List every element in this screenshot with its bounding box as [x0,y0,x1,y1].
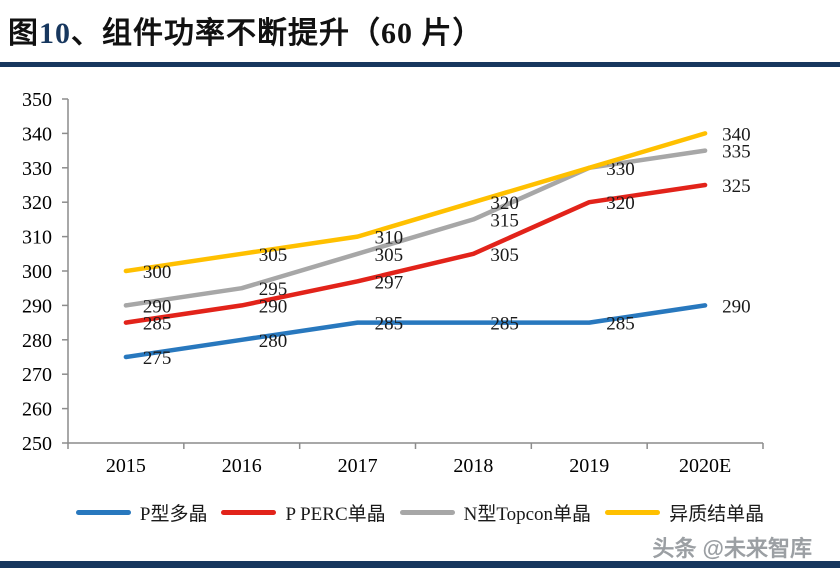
chart-legend: P型多晶 P PERC单晶 N型Topcon单晶 异质结单晶 [0,499,840,526]
data-label: 285 [490,314,518,335]
data-label: 305 [259,245,288,266]
y-axis-tick-label: 310 [22,227,52,249]
data-label: 290 [259,296,288,317]
data-label: 325 [722,176,751,197]
y-axis-tick-label: 320 [22,192,52,214]
y-axis-tick-label: 340 [22,123,52,145]
y-axis-tick-label: 260 [22,399,52,421]
legend-item: 异质结单晶 [605,499,764,526]
y-axis-tick-label: 350 [22,89,52,111]
series-line [123,182,708,325]
power-trend-line-chart: 250 260 270 280 290 300 310 320 330 340 350 2015 201… [22,89,764,477]
data-label: 290 [143,296,172,317]
data-label: 305 [375,245,404,266]
x-axis-category-label: 2017 [338,455,378,477]
x-axis-category-label: 2016 [222,455,262,477]
figure-title-number: 10 [39,17,71,50]
x-axis-category-label: 2020E [679,455,731,477]
data-label: 310 [375,228,404,249]
legend-series-label: P PERC单晶 [285,504,386,525]
legend-line-swatch [221,510,277,515]
legend-item: P型多晶 [75,499,208,526]
y-axis-tick-label: 280 [22,330,52,352]
y-axis-tick-label: 290 [22,295,52,317]
y-axis-tick-label: 330 [22,158,52,180]
legend-series-label: P型多晶 [139,504,208,525]
x-axis-category-label: 2019 [569,455,609,477]
x-axis-category-label: 2018 [453,455,493,477]
figure-title-rest: 、组件功率不断提升（60 片） [71,17,484,50]
legend-line-swatch [605,510,661,515]
data-label: 320 [606,193,635,214]
data-label: 300 [143,262,172,283]
data-label: 297 [375,272,404,293]
data-label: 330 [606,159,635,180]
data-label: 335 [722,142,751,163]
legend-series-label: 异质结单晶 [669,504,765,525]
x-axis-category-label: 2015 [106,455,146,477]
legend-series-label: N型Topcon单晶 [463,504,592,525]
data-label: 285 [606,314,635,335]
y-axis-tick-label: 300 [22,261,52,283]
data-label: 340 [722,124,751,145]
legend-line-swatch [399,510,455,515]
series-line [123,131,708,274]
bottom-bar-rule [0,561,840,568]
figure-title: 图10、组件功率不断提升（60 片） [8,8,832,52]
data-label: 285 [375,314,404,335]
axis-lines [67,99,763,444]
data-label: 295 [259,279,288,300]
legend-item: N型Topcon单晶 [399,499,592,526]
data-label: 275 [143,348,172,369]
legend-item: P PERC单晶 [221,499,386,526]
y-axis-tick-label: 270 [22,364,52,386]
series-line [123,303,708,360]
data-label: 315 [490,210,518,231]
title-underline-rule [0,62,840,67]
watermark-text: 头条 @未来智库 [652,536,812,561]
y-axis-tick-label: 250 [22,433,52,455]
figure-title-prefix: 图 [8,17,39,50]
data-label: 290 [722,296,751,317]
legend-line-swatch [75,510,131,515]
series-line [123,148,708,308]
data-label: 305 [490,245,518,266]
data-label: 280 [259,331,288,352]
data-label: 285 [143,314,172,335]
data-label: 320 [490,193,518,214]
